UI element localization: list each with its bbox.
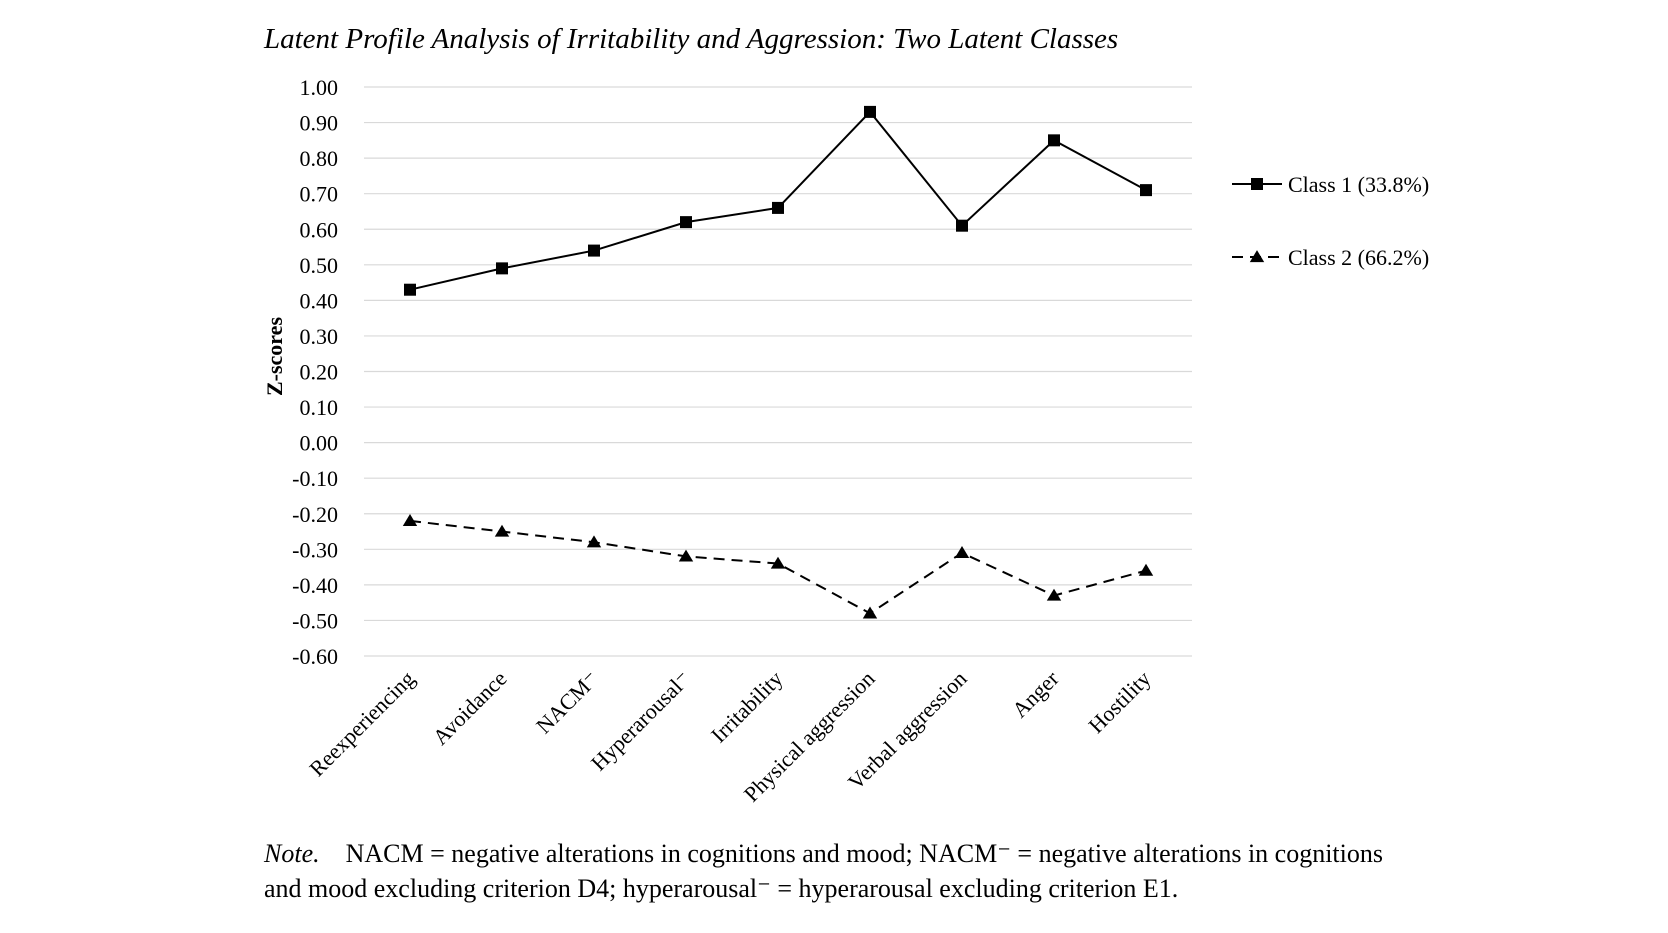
legend-marker-1 — [1251, 178, 1263, 190]
x-tick-label: Hostility — [1083, 666, 1155, 738]
x-tick-label: Anger — [1007, 665, 1064, 722]
y-tick-label: -0.60 — [292, 644, 338, 669]
y-tick-label: 0.60 — [300, 217, 339, 242]
y-tick-label: 0.90 — [300, 111, 339, 136]
y-tick-labels: 1.00 0.90 0.80 0.70 0.60 0.50 0.40 0.30 0.20 0.10… — [292, 75, 338, 669]
y-tick-label: 0.20 — [300, 360, 339, 385]
note-line-2: and mood excluding criterion D4; hyperar… — [264, 874, 1179, 903]
series-lines — [402, 105, 1154, 619]
data-point-class-2 — [1046, 588, 1062, 601]
note-line-1: NACM = negative alterations in cognition… — [345, 839, 1383, 868]
y-tick-label: 0.10 — [300, 395, 339, 420]
legend-label-2: Class 2 (66.2%) — [1288, 245, 1429, 270]
data-point-class-2 — [954, 546, 970, 558]
x-tick-label: Reexperiencing — [304, 666, 419, 781]
data-point-class-2 — [402, 514, 418, 526]
y-tick-label: -0.40 — [292, 573, 338, 598]
x-tick-labels: Reexperiencing Avoidance NACM⁻Hyperarousal… — [304, 665, 1155, 806]
y-tick-label: 0.50 — [300, 253, 339, 278]
y-tick-label: -0.50 — [292, 608, 338, 633]
data-point-class-2 — [494, 524, 510, 537]
y-tick-label: 1.00 — [300, 75, 339, 100]
data-point-class-1 — [864, 105, 876, 118]
legend-marker-2 — [1249, 250, 1265, 263]
data-point-class-1 — [404, 283, 416, 296]
data-point-class-1 — [680, 216, 692, 229]
data-point-class-1 — [496, 262, 508, 275]
data-point-class-1 — [772, 201, 784, 214]
data-point-class-2 — [1138, 563, 1154, 576]
y-tick-label: 0.30 — [300, 324, 339, 349]
note-label: Note. — [264, 839, 320, 868]
figure-note: Note. NACM = negative alterations in cog… — [264, 836, 1444, 906]
data-point-class-1 — [1140, 184, 1152, 197]
y-tick-label: 0.80 — [300, 146, 339, 171]
x-tick-label: Irritability — [706, 666, 788, 748]
y-tick-label: 0.40 — [300, 288, 339, 313]
y-tick-label: 0.70 — [300, 182, 339, 207]
y-tick-label: -0.20 — [292, 502, 338, 527]
chart-title: Latent Profile Analysis of Irritability … — [263, 23, 1118, 55]
data-point-class-2 — [862, 606, 878, 619]
x-tick-label: Avoidance — [428, 666, 512, 750]
y-tick-label: -0.30 — [292, 537, 338, 562]
data-point-class-1 — [588, 244, 600, 257]
series-line-1 — [409, 110, 1147, 291]
y-tick-label: -0.10 — [292, 466, 338, 491]
y-tick-label: 0.00 — [300, 431, 339, 456]
legend-label-1: Class 1 (33.8%) — [1288, 172, 1429, 197]
y-axis-label: Z-scores — [262, 317, 287, 396]
legend: Class 1 (33.8%) Class 2 (66.2%) — [1232, 172, 1429, 270]
grid-lines — [364, 86, 1192, 657]
data-point-class-1 — [1048, 134, 1060, 147]
data-point-class-2 — [770, 556, 786, 569]
x-tick-label: NACM⁻ — [531, 666, 604, 739]
data-point-class-1 — [956, 219, 968, 232]
data-point-class-2 — [586, 535, 602, 548]
data-point-class-2 — [678, 549, 694, 562]
